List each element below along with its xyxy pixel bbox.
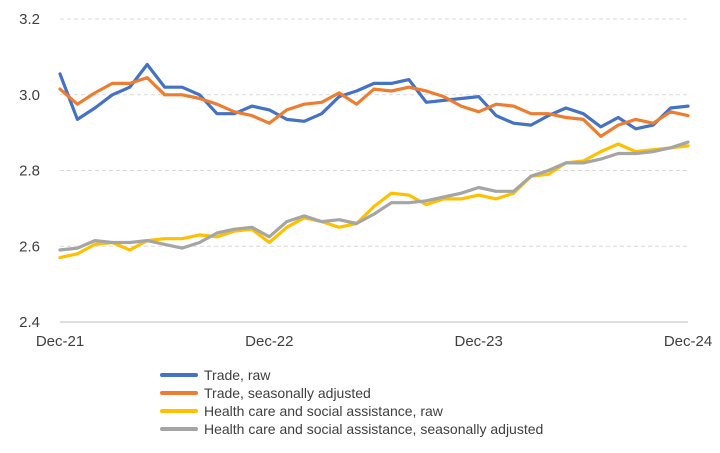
series-lines (58, 62, 690, 260)
y-tick-label: 3.2 (19, 11, 40, 28)
x-axis-tick-labels: Dec-21 Dec-22 Dec-23 Dec-24 (36, 333, 712, 350)
legend-label: Health care and social assistance, raw (204, 403, 443, 419)
x-tick-label: Dec-22 (245, 333, 293, 350)
x-tick-label: Dec-23 (454, 333, 502, 350)
legend-swatch (160, 373, 198, 377)
gridlines (60, 18, 688, 247)
legend-swatch (160, 409, 198, 413)
y-tick-label: 2.6 (19, 238, 40, 255)
y-tick-label: 2.4 (19, 314, 40, 331)
legend: Trade, raw Trade, seasonally adjusted Heal… (160, 366, 543, 438)
series-line (58, 140, 690, 252)
x-tick-label: Dec-24 (664, 333, 712, 350)
y-axis-tick-labels: 2.4 2.6 2.8 3.0 3.2 (19, 11, 40, 331)
y-tick-label: 3.0 (19, 87, 40, 104)
legend-label: Trade, seasonally adjusted (204, 385, 371, 401)
y-tick-label: 2.8 (19, 163, 40, 180)
legend-item: Health care and social assistance, seaso… (160, 420, 543, 438)
legend-item: Trade, seasonally adjusted (160, 384, 543, 402)
legend-label: Health care and social assistance, seaso… (204, 421, 544, 437)
series-line (58, 76, 690, 138)
legend-swatch (160, 391, 198, 395)
x-tick-label: Dec-21 (36, 333, 84, 350)
legend-swatch (160, 427, 198, 431)
series-line (58, 142, 690, 260)
series-line (58, 62, 690, 131)
legend-item: Health care and social assistance, raw (160, 402, 543, 420)
legend-item: Trade, raw (160, 366, 543, 384)
legend-label: Trade, raw (204, 367, 271, 383)
